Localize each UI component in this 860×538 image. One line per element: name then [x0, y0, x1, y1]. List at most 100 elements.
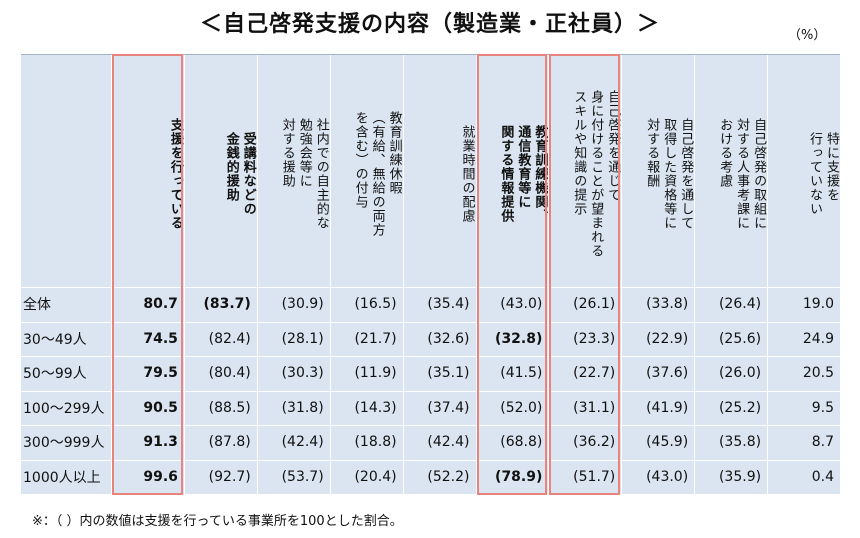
- table-cell: (37.4): [427, 399, 470, 416]
- table-cell: 99.6: [143, 468, 178, 485]
- footnote: ※：（ ）内の数値は支援を行っている事業所を100とした割合。: [32, 514, 403, 529]
- column-header: 教育訓練機関、 通信教育等に 関する情報提供: [498, 125, 548, 223]
- table-cell: (45.9): [646, 434, 689, 451]
- table-cell: (35.4): [427, 296, 470, 313]
- table-cell: (80.4): [208, 365, 251, 382]
- row-label: 全体: [23, 297, 51, 314]
- grid-line-vertical: [694, 55, 696, 494]
- row-label: 30～49人: [23, 331, 87, 348]
- table-cell: (35.9): [718, 468, 762, 485]
- table-cell: (35.1): [427, 365, 470, 382]
- table-cell: (42.4): [427, 434, 470, 451]
- table-cell: 90.5: [143, 399, 178, 416]
- table-cell: 79.5: [143, 365, 178, 382]
- grid-line-vertical: [548, 55, 550, 494]
- grid-line-horizontal: [21, 494, 840, 495]
- grid-line-vertical: [329, 55, 331, 494]
- table-cell: (30.9): [281, 296, 324, 313]
- chart-title: ＜自己啓発支援の内容（製造業・正社員）＞: [199, 12, 660, 37]
- table-cell: (41.5): [500, 365, 543, 382]
- table-cell: (11.9): [354, 365, 397, 382]
- table-cell: (37.6): [646, 365, 689, 382]
- column-header: 自己啓発を通じて 身に付けることが望まれる スキルや知識の提示: [571, 90, 621, 258]
- table-cell: (26.0): [718, 365, 762, 382]
- table-cell: (36.2): [573, 434, 616, 451]
- grid-line-vertical: [840, 55, 841, 494]
- column-header: 教育訓練休暇 （有給、無給の両方 を含む）の付与: [352, 111, 402, 237]
- table-cell: (22.9): [646, 330, 689, 347]
- grid-line-horizontal: [21, 425, 840, 426]
- table-cell: (22.7): [573, 365, 616, 382]
- table-cell: (82.4): [208, 330, 251, 347]
- row-label: 50～99人: [23, 366, 87, 383]
- table-cell: 80.7: [143, 296, 178, 313]
- table-cell: 19.0: [802, 296, 834, 313]
- row-label: 1000人以上: [23, 469, 101, 486]
- table-cell: (14.3): [354, 399, 397, 416]
- table-cell: (33.8): [646, 296, 689, 313]
- grid-line-horizontal: [21, 356, 840, 357]
- grid-line-horizontal: [21, 390, 840, 392]
- table-cell: (16.5): [354, 296, 397, 313]
- table-cell: (52.0): [500, 399, 543, 416]
- table-cell: (18.8): [354, 434, 397, 451]
- column-highlight: [112, 54, 183, 495]
- grid-line-horizontal: [21, 287, 840, 288]
- column-highlight: [549, 54, 621, 495]
- row-label: 100～299人: [23, 400, 105, 417]
- column-header: 自己啓発の取組に 対する人事考課に おける考慮: [717, 118, 767, 230]
- table-cell: (23.3): [573, 330, 616, 347]
- grid-line-vertical: [475, 55, 477, 494]
- table-cell: (26.4): [718, 296, 762, 313]
- table-cell: (92.7): [208, 468, 251, 485]
- table-cell: 9.5: [811, 399, 834, 416]
- column-highlight: [476, 54, 548, 495]
- table-cell: (87.8): [208, 434, 251, 451]
- column-header: 社内での自主的な 勉強会等に 対する援助: [279, 118, 329, 230]
- table-cell: 0.4: [811, 468, 834, 485]
- table-cell: 20.5: [802, 365, 834, 382]
- column-header: 特に支援を 行っていない: [806, 132, 839, 216]
- table-cell: (68.8): [500, 434, 543, 451]
- grid-line-vertical: [402, 55, 404, 494]
- table-cell: (21.7): [354, 330, 397, 347]
- table-cell: (42.4): [281, 434, 324, 451]
- table-cell: (41.9): [646, 399, 689, 416]
- table-cell: (53.7): [281, 468, 324, 485]
- table-cell: (28.1): [281, 330, 324, 347]
- column-header: 自己啓発を通して 取得した資格等に 対する報酬: [644, 118, 694, 230]
- grid-line-vertical: [767, 55, 769, 494]
- table-cell: (31.1): [573, 399, 616, 416]
- table-cell: (78.9): [495, 468, 543, 485]
- grid-line-vertical: [621, 55, 623, 494]
- column-header: 支援を行っている: [167, 118, 183, 230]
- table-cell: (51.7): [573, 468, 616, 485]
- table-cell: (35.8): [718, 434, 762, 451]
- grid-line-vertical: [256, 55, 258, 494]
- table-cell: (25.6): [718, 330, 762, 347]
- table-cell: (88.5): [208, 399, 251, 416]
- table-cell: (32.8): [495, 330, 543, 347]
- grid-line-vertical: [111, 55, 112, 494]
- table-cell: (52.2): [427, 468, 470, 485]
- table-cell: 74.5: [143, 330, 178, 347]
- row-label: 300～999人: [23, 435, 105, 452]
- column-header: 就業時間の配慮: [459, 125, 475, 223]
- table-cell: 91.3: [143, 434, 178, 451]
- table-cell: (30.3): [281, 365, 324, 382]
- table-cell: (83.7): [203, 296, 251, 313]
- grid-line-horizontal: [21, 321, 840, 323]
- data-table: 支援を行っている 受講料などの 金銭的援助 社内での自主的な 勉強会等に 対する援助…: [21, 54, 841, 495]
- table-cell: (32.6): [427, 330, 470, 347]
- table-cell: (43.0): [500, 296, 543, 313]
- table-cell: 8.7: [811, 434, 834, 451]
- column-header: 受講料などの 金銭的援助: [223, 132, 256, 216]
- table-cell: (20.4): [354, 468, 397, 485]
- table-cell: 24.9: [802, 330, 834, 347]
- table-cell: (26.1): [573, 296, 616, 313]
- table-cell: (25.2): [718, 399, 762, 416]
- table-cell: (43.0): [646, 468, 689, 485]
- table-cell: (31.8): [281, 399, 324, 416]
- unit-label: （%）: [788, 28, 827, 43]
- grid-line-vertical: [183, 55, 185, 494]
